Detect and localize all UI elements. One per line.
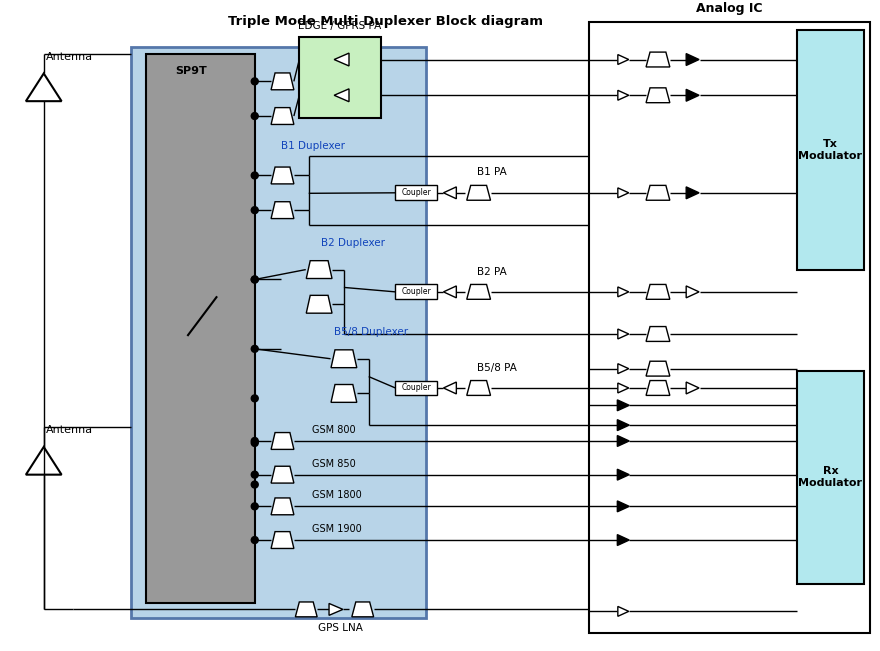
Text: SP9T: SP9T	[175, 66, 207, 76]
Polygon shape	[271, 202, 294, 219]
Circle shape	[252, 481, 258, 488]
Polygon shape	[618, 420, 629, 430]
Text: GSM 1900: GSM 1900	[312, 524, 362, 534]
Polygon shape	[618, 55, 628, 64]
Polygon shape	[271, 107, 294, 124]
Polygon shape	[618, 90, 628, 100]
Text: Tx
Modulator: Tx Modulator	[798, 139, 862, 161]
Polygon shape	[331, 350, 356, 368]
Text: B5/8 PA: B5/8 PA	[477, 363, 517, 372]
Circle shape	[252, 471, 258, 478]
Text: Coupler: Coupler	[401, 188, 431, 197]
Polygon shape	[334, 89, 349, 102]
Polygon shape	[466, 381, 490, 395]
Circle shape	[252, 439, 258, 447]
Text: GSM 1800: GSM 1800	[312, 490, 362, 501]
Polygon shape	[618, 364, 628, 374]
Polygon shape	[618, 607, 628, 616]
Polygon shape	[686, 286, 699, 298]
Polygon shape	[618, 188, 628, 198]
Text: GSM 800: GSM 800	[312, 425, 356, 435]
Polygon shape	[271, 167, 294, 184]
Circle shape	[252, 206, 258, 214]
Text: Rx
Modulator: Rx Modulator	[798, 466, 862, 488]
Polygon shape	[618, 383, 628, 393]
Text: Antenna: Antenna	[46, 425, 92, 435]
Circle shape	[252, 78, 258, 85]
Bar	[395, 186, 437, 201]
Polygon shape	[618, 534, 629, 546]
Polygon shape	[306, 260, 332, 279]
Text: Coupler: Coupler	[401, 287, 431, 296]
Polygon shape	[686, 53, 699, 66]
Circle shape	[252, 536, 258, 544]
Polygon shape	[329, 603, 343, 615]
Polygon shape	[444, 286, 457, 298]
Polygon shape	[646, 52, 670, 67]
Polygon shape	[646, 327, 670, 341]
Polygon shape	[646, 186, 670, 201]
Circle shape	[252, 346, 258, 352]
Circle shape	[252, 172, 258, 179]
Bar	[589, 22, 870, 633]
Text: Triple Mode Multi Duplexer Block diagram: Triple Mode Multi Duplexer Block diagram	[228, 15, 543, 28]
Text: GSM 850: GSM 850	[312, 459, 356, 469]
Polygon shape	[271, 73, 294, 90]
Polygon shape	[618, 469, 629, 480]
Polygon shape	[271, 532, 294, 548]
Polygon shape	[444, 382, 457, 394]
Text: B2 Duplexer: B2 Duplexer	[321, 238, 385, 248]
Polygon shape	[618, 501, 629, 512]
Polygon shape	[646, 284, 670, 299]
Circle shape	[252, 503, 258, 510]
Polygon shape	[686, 382, 699, 394]
Bar	[131, 47, 426, 618]
Circle shape	[252, 276, 258, 283]
Polygon shape	[646, 88, 670, 103]
Text: Antenna: Antenna	[46, 51, 92, 62]
Polygon shape	[271, 466, 294, 483]
Text: Coupler: Coupler	[401, 383, 431, 393]
Bar	[395, 284, 437, 299]
Text: B5/8 Duplexer: B5/8 Duplexer	[334, 327, 408, 337]
Polygon shape	[618, 329, 628, 339]
Circle shape	[252, 395, 258, 402]
Polygon shape	[296, 602, 317, 616]
Polygon shape	[466, 284, 490, 299]
Text: B1 Duplexer: B1 Duplexer	[281, 141, 344, 151]
Circle shape	[252, 276, 258, 283]
Polygon shape	[331, 385, 356, 402]
Polygon shape	[646, 381, 670, 395]
Polygon shape	[271, 498, 294, 515]
Polygon shape	[444, 187, 457, 199]
Polygon shape	[334, 53, 349, 66]
Circle shape	[252, 437, 258, 445]
Bar	[299, 36, 380, 118]
Polygon shape	[352, 602, 374, 616]
Bar	[796, 30, 864, 270]
Text: B2 PA: B2 PA	[477, 266, 506, 277]
Polygon shape	[271, 432, 294, 449]
Polygon shape	[686, 89, 699, 101]
Circle shape	[252, 113, 258, 120]
Bar	[796, 370, 864, 584]
Polygon shape	[686, 187, 699, 199]
Text: B1 PA: B1 PA	[477, 167, 506, 178]
Polygon shape	[306, 296, 332, 313]
Polygon shape	[646, 361, 670, 376]
Polygon shape	[466, 186, 490, 201]
Polygon shape	[618, 287, 628, 297]
Bar	[146, 53, 254, 603]
Text: GPS LNA: GPS LNA	[319, 623, 363, 633]
Bar	[395, 381, 437, 395]
Text: EDGE / GPRS PA: EDGE / GPRS PA	[298, 21, 382, 31]
Polygon shape	[618, 436, 629, 447]
Text: Analog IC: Analog IC	[696, 2, 763, 15]
Polygon shape	[618, 400, 629, 411]
